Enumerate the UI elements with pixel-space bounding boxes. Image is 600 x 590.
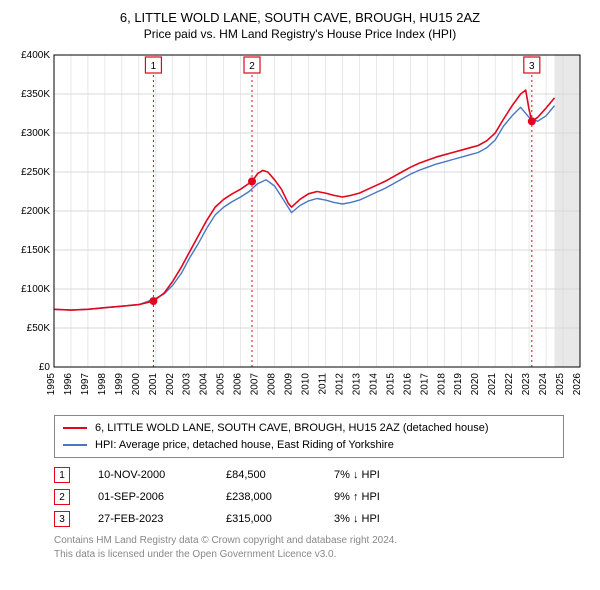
svg-text:£150K: £150K [21,245,50,256]
svg-text:2003: 2003 [182,373,193,396]
marker-pct: 3% ↓ HPI [334,513,424,525]
legend-label: 6, LITTLE WOLD LANE, SOUTH CAVE, BROUGH,… [95,420,488,437]
chart-svg: 1 2 3 £0 £50K £100K £150K £200K £250K £300K £350K £… [10,47,590,407]
svg-text:1997: 1997 [80,373,91,396]
svg-text:£100K: £100K [21,284,50,295]
svg-text:2010: 2010 [301,373,312,396]
svg-text:2000: 2000 [131,373,142,396]
legend-label: HPI: Average price, detached house, East… [95,437,394,454]
svg-text:£400K: £400K [21,50,50,61]
svg-text:2005: 2005 [216,373,227,396]
marker-price: £315,000 [226,513,306,525]
title-sub: Price paid vs. HM Land Registry's House … [10,27,590,41]
svg-text:2: 2 [249,61,255,72]
legend-swatch [63,444,87,446]
svg-text:2018: 2018 [436,373,447,396]
svg-text:1: 1 [151,61,157,72]
title-main: 6, LITTLE WOLD LANE, SOUTH CAVE, BROUGH,… [10,10,590,25]
svg-text:2011: 2011 [317,373,328,395]
marker-date: 10-NOV-2000 [98,469,198,481]
footer-line1: Contains HM Land Registry data © Crown c… [54,534,590,548]
title-block: 6, LITTLE WOLD LANE, SOUTH CAVE, BROUGH,… [10,10,590,41]
footer-note: Contains HM Land Registry data © Crown c… [54,534,590,562]
svg-text:2004: 2004 [199,373,210,396]
svg-text:£350K: £350K [21,89,50,100]
svg-text:2022: 2022 [504,373,515,396]
footer-line2: This data is licensed under the Open Gov… [54,548,590,562]
svg-text:£0: £0 [39,362,51,373]
svg-text:1998: 1998 [97,373,108,396]
marker-date: 01-SEP-2006 [98,491,198,503]
svg-text:2019: 2019 [453,373,464,396]
svg-text:2016: 2016 [402,373,413,396]
svg-text:£200K: £200K [21,206,50,217]
svg-text:2020: 2020 [470,373,481,396]
svg-text:1995: 1995 [46,373,57,396]
svg-text:2021: 2021 [487,373,498,396]
svg-text:2012: 2012 [334,373,345,396]
svg-text:2024: 2024 [538,373,549,396]
marker-pct: 9% ↑ HPI [334,491,424,503]
svg-text:2025: 2025 [555,373,566,396]
marker-pct: 7% ↓ HPI [334,469,424,481]
svg-text:1999: 1999 [114,373,125,396]
marker-badge: 3 [54,511,70,527]
svg-text:2008: 2008 [267,373,278,396]
svg-text:2001: 2001 [148,373,159,396]
chart: 1 2 3 £0 £50K £100K £150K £200K £250K £300K £350K £… [10,47,590,407]
svg-text:2017: 2017 [419,373,430,396]
svg-text:£50K: £50K [27,323,51,334]
marker-badge: 2 [54,489,70,505]
marker-badge: 1 [54,467,70,483]
marker-price: £84,500 [226,469,306,481]
svg-text:2026: 2026 [572,373,583,396]
svg-text:1996: 1996 [63,373,74,396]
svg-text:£250K: £250K [21,167,50,178]
svg-text:2013: 2013 [351,373,362,396]
svg-text:3: 3 [529,61,535,72]
marker-row: 1 10-NOV-2000 £84,500 7% ↓ HPI [54,464,590,486]
svg-text:£300K: £300K [21,128,50,139]
marker-table: 1 10-NOV-2000 £84,500 7% ↓ HPI 2 01-SEP-2006 £… [54,464,590,530]
marker-date: 27-FEB-2023 [98,513,198,525]
legend: 6, LITTLE WOLD LANE, SOUTH CAVE, BROUGH,… [54,415,564,458]
svg-text:2002: 2002 [165,373,176,396]
svg-text:2014: 2014 [368,373,379,396]
svg-text:2009: 2009 [284,373,295,396]
legend-row: 6, LITTLE WOLD LANE, SOUTH CAVE, BROUGH,… [63,420,555,437]
svg-text:2007: 2007 [250,373,261,396]
svg-text:2015: 2015 [385,373,396,396]
marker-price: £238,000 [226,491,306,503]
legend-swatch [63,427,87,429]
svg-text:2006: 2006 [233,373,244,396]
svg-text:2023: 2023 [521,373,532,396]
legend-row: HPI: Average price, detached house, East… [63,437,555,454]
marker-row: 3 27-FEB-2023 £315,000 3% ↓ HPI [54,508,590,530]
marker-row: 2 01-SEP-2006 £238,000 9% ↑ HPI [54,486,590,508]
